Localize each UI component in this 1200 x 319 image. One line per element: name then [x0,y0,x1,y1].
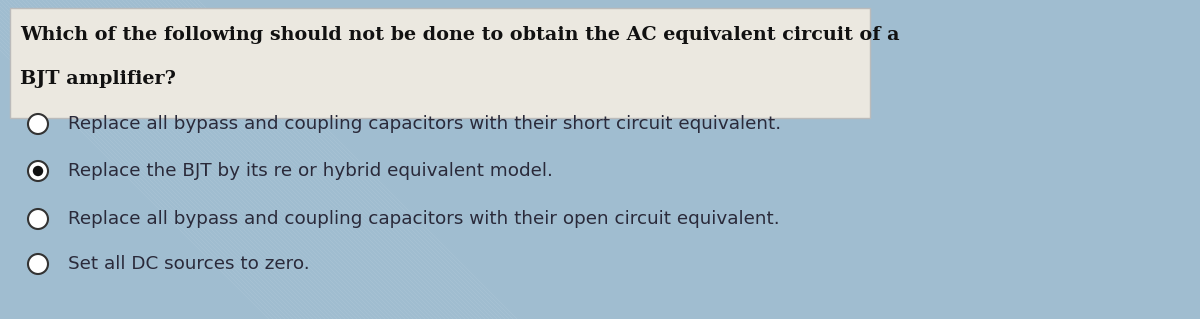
Circle shape [28,161,48,181]
Text: Which of the following should not be done to obtain the AC equivalent circuit of: Which of the following should not be don… [20,26,900,44]
Text: Replace the BJT by its re or hybrid equivalent model.: Replace the BJT by its re or hybrid equi… [68,162,553,180]
Text: Replace all bypass and coupling capacitors with their short circuit equivalent.: Replace all bypass and coupling capacito… [68,115,781,133]
Circle shape [32,166,43,176]
Circle shape [28,114,48,134]
FancyBboxPatch shape [10,8,870,118]
Text: Set all DC sources to zero.: Set all DC sources to zero. [68,255,310,273]
Circle shape [28,209,48,229]
Text: Replace all bypass and coupling capacitors with their open circuit equivalent.: Replace all bypass and coupling capacito… [68,210,780,228]
Circle shape [28,254,48,274]
Text: BJT amplifier?: BJT amplifier? [20,70,176,88]
